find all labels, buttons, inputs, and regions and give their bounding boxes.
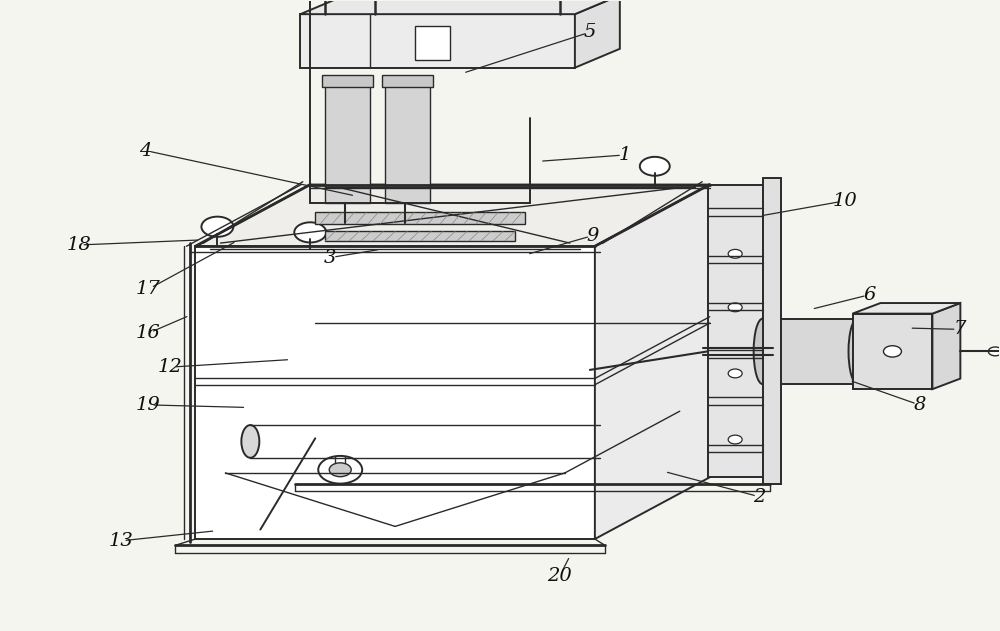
Circle shape xyxy=(883,346,901,357)
Bar xyxy=(763,319,858,384)
Polygon shape xyxy=(932,303,960,389)
Circle shape xyxy=(329,463,351,476)
Ellipse shape xyxy=(849,319,866,384)
Bar xyxy=(763,178,781,483)
Circle shape xyxy=(201,216,233,237)
Text: 1: 1 xyxy=(619,146,631,164)
Circle shape xyxy=(318,456,362,483)
Circle shape xyxy=(988,347,1000,356)
Text: 16: 16 xyxy=(136,324,161,342)
Text: 3: 3 xyxy=(324,249,336,266)
Text: 6: 6 xyxy=(863,286,876,304)
Bar xyxy=(325,232,515,241)
Text: 7: 7 xyxy=(953,321,966,338)
Text: 4: 4 xyxy=(139,141,152,160)
Text: 13: 13 xyxy=(108,532,133,550)
Polygon shape xyxy=(853,303,960,314)
Circle shape xyxy=(728,435,742,444)
Text: 12: 12 xyxy=(158,358,183,376)
Text: 18: 18 xyxy=(66,236,91,254)
Text: 8: 8 xyxy=(913,396,926,414)
Polygon shape xyxy=(595,184,710,539)
Ellipse shape xyxy=(241,425,259,458)
Circle shape xyxy=(728,369,742,378)
Polygon shape xyxy=(195,246,595,539)
Bar xyxy=(325,77,370,203)
Text: 20: 20 xyxy=(548,567,572,584)
Bar xyxy=(382,75,433,86)
Text: 17: 17 xyxy=(136,280,161,298)
Bar xyxy=(708,184,763,477)
Circle shape xyxy=(294,222,326,242)
Text: 2: 2 xyxy=(753,488,766,506)
Bar xyxy=(415,25,450,60)
Text: 10: 10 xyxy=(832,192,857,210)
Polygon shape xyxy=(300,0,620,14)
Polygon shape xyxy=(195,184,710,246)
Text: 9: 9 xyxy=(587,227,599,245)
Bar xyxy=(385,77,430,203)
Circle shape xyxy=(728,249,742,258)
Polygon shape xyxy=(575,0,620,68)
Circle shape xyxy=(728,303,742,312)
Circle shape xyxy=(640,157,670,175)
Bar xyxy=(300,14,575,68)
Ellipse shape xyxy=(754,319,772,384)
Bar xyxy=(322,75,373,86)
Bar xyxy=(853,314,932,389)
Text: 19: 19 xyxy=(136,396,161,414)
Text: 5: 5 xyxy=(584,23,596,41)
Bar xyxy=(315,213,525,224)
